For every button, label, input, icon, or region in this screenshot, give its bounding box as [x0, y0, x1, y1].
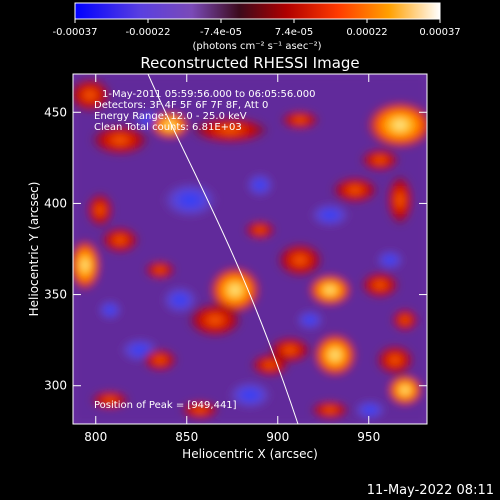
rhessi-image: 1-May-2011 05:59:56.000 to 06:05:56.000D…	[73, 74, 427, 424]
y-tick-label: 300	[44, 379, 67, 393]
info-line: Clean Total counts: 6.81E+03	[94, 122, 242, 133]
axis-ticks: 800 850 900 950 450 400 350 300	[44, 74, 427, 444]
colorbar-ticks: -0.00037 -0.00022 -7.4e-05 7.4e-05 0.00022 0.…	[53, 19, 461, 38]
colorbar-tick-label: -0.00037	[53, 27, 98, 38]
peak-position: Position of Peak = [949,441]	[94, 400, 237, 411]
info-text: 1-May-2011 05:59:56.000 to 06:05:56.000D…	[94, 89, 315, 133]
colorbar-units: (photons cm⁻² s⁻¹ asec⁻²)	[192, 41, 321, 52]
plot-frame	[72, 73, 428, 425]
colorbar	[74, 2, 441, 20]
x-tick-label: 800	[84, 430, 107, 444]
colorbar-tick-label: 0.00022	[346, 27, 387, 38]
y-tick-label: 400	[44, 196, 67, 210]
info-line: Energy Range: 12.0 - 25.0 keV	[94, 111, 247, 122]
y-tick-label: 450	[44, 105, 67, 119]
x-axis-label: Heliocentric X (arcsec)	[182, 447, 318, 461]
info-line: Detectors: 3F 4F 5F 6F 7F 8F, Att 0	[94, 100, 268, 111]
colorbar-tick-label: 7.4e-05	[275, 27, 313, 38]
colorbar-tick-label: -7.4e-05	[200, 27, 242, 38]
y-tick-label: 350	[44, 288, 67, 302]
y-axis-label: Heliocentric Y (arcsec)	[27, 182, 41, 317]
plot-title: Reconstructed RHESSI Image	[140, 54, 359, 72]
x-tick-label: 850	[175, 430, 198, 444]
info-line: 1-May-2011 05:59:56.000 to 06:05:56.000	[102, 89, 315, 100]
x-tick-label: 950	[357, 430, 380, 444]
colorbar-tick-label: 0.00037	[419, 27, 460, 38]
solar-limb-line	[147, 74, 299, 424]
colorbar-tick-label: -0.00022	[126, 27, 171, 38]
x-tick-label: 900	[266, 430, 289, 444]
footer-timestamp: 11-May-2022 08:11	[367, 483, 494, 498]
